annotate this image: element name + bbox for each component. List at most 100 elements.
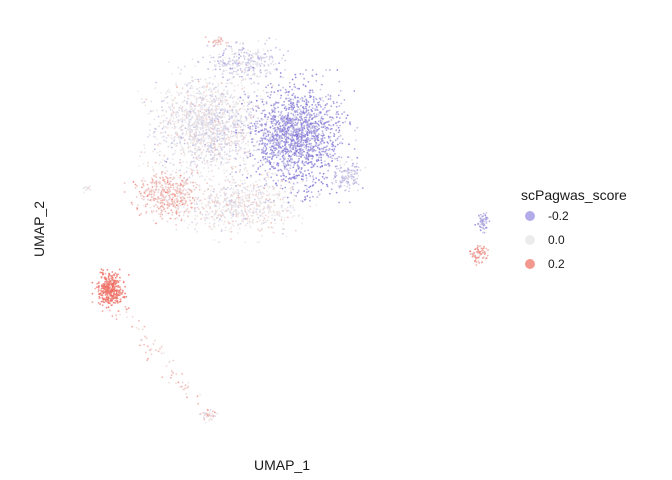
data-point (326, 120, 329, 123)
data-point (305, 145, 308, 147)
data-point (265, 121, 268, 123)
data-point (328, 137, 330, 139)
data-point (296, 113, 299, 116)
data-point (200, 104, 203, 107)
data-point (271, 149, 274, 152)
data-point (209, 153, 212, 156)
data-point (189, 133, 192, 136)
data-point (261, 100, 264, 103)
data-point (157, 180, 160, 183)
data-point (178, 190, 181, 192)
data-point (214, 226, 216, 229)
data-point (219, 218, 221, 221)
data-point (268, 200, 271, 203)
data-point (231, 178, 234, 181)
data-point (244, 217, 247, 220)
data-point (219, 42, 222, 45)
data-point (179, 72, 182, 75)
data-point (242, 99, 245, 102)
data-point (304, 85, 307, 88)
data-point (333, 102, 335, 105)
data-point (189, 196, 192, 199)
data-point (246, 222, 249, 225)
data-point (306, 195, 309, 197)
data-point (217, 97, 220, 100)
data-point (276, 68, 278, 70)
data-point (259, 71, 262, 74)
data-point (222, 54, 224, 57)
data-point (183, 172, 186, 175)
data-point (284, 163, 287, 166)
data-point (143, 101, 146, 103)
data-point (182, 185, 185, 188)
data-point (161, 127, 164, 130)
data-point (317, 101, 319, 104)
data-point (210, 170, 213, 172)
data-point (235, 211, 238, 214)
data-point (336, 137, 339, 140)
data-point (171, 137, 174, 140)
data-point (287, 94, 290, 96)
data-point (319, 172, 321, 175)
data-point (237, 102, 239, 105)
data-point (293, 110, 296, 113)
data-point (277, 141, 280, 143)
data-point (153, 130, 156, 133)
data-point (244, 69, 247, 72)
data-point (280, 135, 283, 137)
data-point (154, 136, 157, 139)
data-point (200, 217, 203, 220)
data-point (233, 56, 236, 58)
data-point (227, 221, 230, 224)
data-point (235, 59, 238, 62)
data-point (144, 189, 147, 192)
data-point (195, 135, 197, 138)
data-point (280, 215, 283, 218)
data-point (201, 213, 204, 216)
data-point (138, 165, 140, 168)
data-point (270, 158, 273, 160)
data-point (144, 203, 147, 206)
data-point (308, 126, 311, 129)
data-point (264, 202, 267, 205)
data-point (288, 97, 290, 100)
data-point (322, 154, 325, 156)
data-point (307, 161, 310, 164)
data-point (251, 154, 254, 157)
data-point (302, 135, 305, 138)
data-point (287, 163, 289, 166)
data-point (174, 83, 177, 86)
data-point (303, 124, 306, 127)
data-point (195, 223, 197, 226)
data-point (294, 229, 297, 232)
data-point (241, 211, 244, 213)
data-point (222, 114, 225, 117)
data-point (270, 176, 273, 179)
data-point (357, 174, 360, 177)
data-point (267, 176, 270, 179)
data-point (270, 205, 272, 208)
data-point (269, 139, 272, 142)
data-point (196, 230, 199, 233)
data-point (323, 177, 326, 180)
data-point (268, 112, 271, 114)
data-point (252, 52, 255, 55)
data-point (326, 126, 328, 129)
data-point (292, 92, 295, 95)
data-point (223, 49, 226, 52)
data-point (338, 201, 340, 204)
data-point (230, 132, 233, 135)
data-point (221, 163, 224, 166)
data-point (170, 209, 173, 212)
data-point (209, 142, 212, 144)
data-point (327, 149, 330, 152)
data-point (115, 289, 118, 292)
data-point (229, 204, 232, 207)
data-point (172, 196, 174, 199)
data-point (182, 214, 185, 217)
data-point (289, 189, 292, 192)
data-point (213, 188, 215, 191)
data-point (277, 150, 280, 153)
data-point (252, 201, 255, 204)
data-point (187, 145, 190, 148)
